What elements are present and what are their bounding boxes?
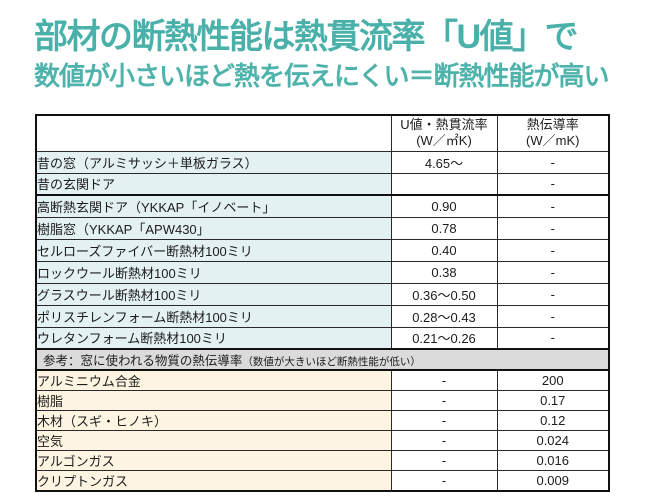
conductivity-cell: - (496, 150, 610, 174)
u-value-cell: 0.28～0.43 (390, 304, 498, 328)
conductivity-cell: 0.024 (496, 430, 610, 451)
reference-section-row: 参考：窓に使われる物質の熱伝導率（数値が大きいほど断熱性能が低い） (35, 348, 610, 371)
row-label-cell: 木材（スギ・ヒノキ） (35, 410, 392, 431)
row-label-cell: ウレタンフォーム断熱材100ミリ (35, 326, 392, 350)
table-row: 昔の玄関ドア - (35, 172, 610, 196)
conductivity-cell: - (496, 326, 610, 350)
row-label-cell: アルミニウム合金 (35, 369, 392, 391)
u-value-cell: 0.38 (390, 260, 498, 284)
page-title: 部材の断熱性能は熱貫流率「U値」で (34, 18, 579, 56)
row-label-cell: 昔の玄関ドア (35, 172, 392, 196)
header-conductivity-label: 熱伝導率 (526, 117, 579, 132)
conductivity-cell: - (496, 194, 610, 218)
conductivity-cell: 200 (496, 369, 610, 391)
header-conductivity-unit: (W／mK) (526, 133, 580, 149)
conductivity-cell: 0.016 (496, 450, 610, 471)
u-value-cell: 0.78 (390, 216, 498, 240)
row-label-cell: 昔の窓（アルミサッシ＋単板ガラス） (35, 150, 392, 174)
u-value-cell: - (390, 430, 498, 451)
header-u-value-label: U値・熱貫流率 (400, 117, 488, 132)
conductivity-cell: - (496, 260, 610, 284)
table-row: アルミニウム合金 - 200 (35, 369, 610, 391)
conductivity-cell: - (496, 216, 610, 240)
row-label-cell: 空気 (35, 430, 392, 451)
conductivity-cell: - (496, 304, 610, 328)
conductivity-cell: - (496, 172, 610, 196)
u-value-cell: - (390, 369, 498, 391)
row-label-cell: ロックウール断熱材100ミリ (35, 260, 392, 284)
table-row: グラスウール断熱材100ミリ 0.36～0.50 - (35, 282, 610, 306)
header-conductivity: 熱伝導率 (W／mK) (496, 114, 610, 152)
table-row: ウレタンフォーム断熱材100ミリ 0.21～0.26 - (35, 326, 610, 350)
table-row: 木材（スギ・ヒノキ） - 0.12 (35, 410, 610, 431)
conductivity-cell: - (496, 282, 610, 306)
conductivity-cell: 0.12 (496, 410, 610, 431)
row-label-cell: 樹脂窓（YKKAP「APW430」 (35, 216, 392, 240)
u-value-cell (390, 172, 498, 196)
header-empty-cell (35, 114, 392, 152)
table-row: 空気 - 0.024 (35, 430, 610, 451)
u-value-cell: 4.65～ (390, 150, 498, 174)
u-value-cell: 0.21～0.26 (390, 326, 498, 350)
table-header-row: U値・熱貫流率 (W／㎡K) 熱伝導率 (W／mK) (35, 114, 610, 152)
u-value-table: U値・熱貫流率 (W／㎡K) 熱伝導率 (W／mK) 昔の窓（アルミサッシ＋単板… (35, 114, 610, 492)
u-value-cell: - (390, 470, 498, 492)
row-label-cell: アルゴンガス (35, 450, 392, 471)
reference-section-cell: 参考：窓に使われる物質の熱伝導率（数値が大きいほど断熱性能が低い） (35, 348, 610, 371)
reference-section-note: （数値が大きいほど断熱性能が低い） (242, 356, 421, 368)
table-row: ポリスチレンフォーム断熱材100ミリ 0.28～0.43 - (35, 304, 610, 328)
table-row: クリプトンガス - 0.009 (35, 470, 610, 492)
u-value-cell: - (390, 450, 498, 471)
row-label-cell: セルローズファイバー断熱材100ミリ (35, 238, 392, 262)
page-subtitle: 数値が小さいほど熱を伝えにくい＝断熱性能が高い (34, 61, 609, 91)
row-label-cell: クリプトンガス (35, 470, 392, 492)
row-label-cell: 高断熱玄関ドア（YKKAP「イノベート」 (35, 194, 392, 218)
header-u-value-unit: (W／㎡K) (416, 133, 472, 149)
conductivity-cell: 0.009 (496, 470, 610, 492)
header-u-value: U値・熱貫流率 (W／㎡K) (390, 114, 498, 152)
u-value-cell: 0.40 (390, 238, 498, 262)
u-value-cell: 0.90 (390, 194, 498, 218)
table-row: 昔の窓（アルミサッシ＋単板ガラス） 4.65～ - (35, 150, 610, 174)
table-row: 樹脂 - 0.17 (35, 390, 610, 411)
table-row: ロックウール断熱材100ミリ 0.38 - (35, 260, 610, 284)
table-row: セルローズファイバー断熱材100ミリ 0.40 - (35, 238, 610, 262)
table-row: 高断熱玄関ドア（YKKAP「イノベート」 0.90 - (35, 194, 610, 218)
reference-section-text: 参考：窓に使われる物質の熱伝導率 (43, 354, 243, 368)
row-label-cell: 樹脂 (35, 390, 392, 411)
u-value-cell: - (390, 410, 498, 431)
conductivity-cell: 0.17 (496, 390, 610, 411)
row-label-cell: グラスウール断熱材100ミリ (35, 282, 392, 306)
row-label-cell: ポリスチレンフォーム断熱材100ミリ (35, 304, 392, 328)
u-value-cell: 0.36～0.50 (390, 282, 498, 306)
table-row: アルゴンガス - 0.016 (35, 450, 610, 471)
conductivity-cell: - (496, 238, 610, 262)
table-row: 樹脂窓（YKKAP「APW430」 0.78 - (35, 216, 610, 240)
u-value-cell: - (390, 390, 498, 411)
